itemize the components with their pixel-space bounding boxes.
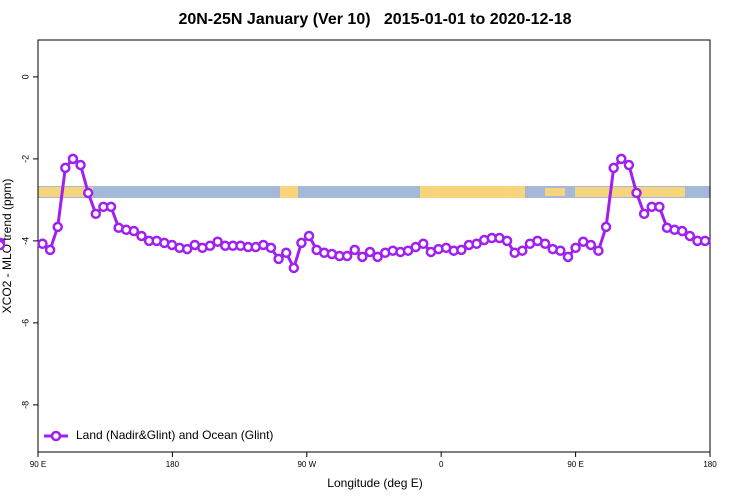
data-point <box>608 162 619 174</box>
data-point <box>623 159 635 171</box>
legend-label: Land (Nadir&Glint) and Ocean (Glint) <box>76 428 273 442</box>
y-tick-label: -6 <box>20 319 30 327</box>
map-ocean <box>38 186 710 198</box>
data-point <box>562 251 574 263</box>
data-point <box>280 247 292 259</box>
data-point <box>600 221 612 233</box>
map-land <box>280 186 298 198</box>
data-point <box>37 238 48 249</box>
data-point <box>418 238 429 249</box>
data-point <box>181 243 193 255</box>
data-point <box>699 235 711 247</box>
data-point <box>288 262 300 274</box>
map-land <box>38 187 93 197</box>
data-point <box>52 221 63 233</box>
data-point <box>44 244 56 256</box>
data-point <box>684 230 696 242</box>
x-tick-label: 180 <box>703 460 717 469</box>
data-point <box>136 230 147 242</box>
chart-title: 20N-25N January (Ver 10) 2015-01-01 to 2… <box>178 11 571 28</box>
data-point <box>570 242 581 254</box>
data-point <box>265 242 277 254</box>
data-point <box>90 208 102 220</box>
x-tick-label: 0 <box>439 460 444 469</box>
data-point <box>67 153 79 165</box>
data-point <box>0 239 6 251</box>
x-tick-label: 90 E <box>30 460 46 469</box>
data-point <box>303 230 315 242</box>
data-point <box>105 201 117 213</box>
x-tick-label: 90 E <box>567 460 583 469</box>
data-point <box>372 251 383 263</box>
y-tick-label: 0 <box>20 74 30 79</box>
data-point <box>364 246 376 258</box>
y-tick-label: -4 <box>20 237 30 245</box>
data-point <box>539 238 551 249</box>
data-point <box>501 235 513 247</box>
data-point <box>616 153 627 165</box>
data-point <box>204 240 216 252</box>
data-point <box>212 236 223 247</box>
map-land <box>575 187 685 197</box>
data-point <box>456 244 467 256</box>
data-point <box>638 208 650 220</box>
data-point <box>676 225 688 237</box>
data-point <box>555 245 566 256</box>
data-point <box>593 245 604 256</box>
y-tick-label: -2 <box>20 155 30 163</box>
data-point <box>82 187 94 199</box>
data-point <box>517 245 528 256</box>
map-land <box>545 188 565 196</box>
x-tick-label: 90 W <box>297 460 316 469</box>
x-tick-label: 180 <box>166 460 180 469</box>
y-axis-label: XCO2 - MLO trend (ppm) <box>0 179 14 314</box>
data-point <box>341 250 353 262</box>
map-land <box>420 186 525 198</box>
y-tick-label: -8 <box>20 401 30 409</box>
data-point <box>631 187 642 199</box>
x-axis-label: Longitude (deg E) <box>327 476 422 490</box>
map-strip <box>38 186 710 198</box>
data-point <box>585 239 597 251</box>
data-point <box>349 244 360 256</box>
data-point <box>273 253 284 265</box>
legend-marker <box>50 430 62 442</box>
data-point <box>296 237 307 249</box>
data-point <box>654 201 665 213</box>
data-point <box>128 225 140 237</box>
data-point <box>60 162 71 174</box>
data-point <box>357 251 368 263</box>
data-point <box>75 159 86 171</box>
